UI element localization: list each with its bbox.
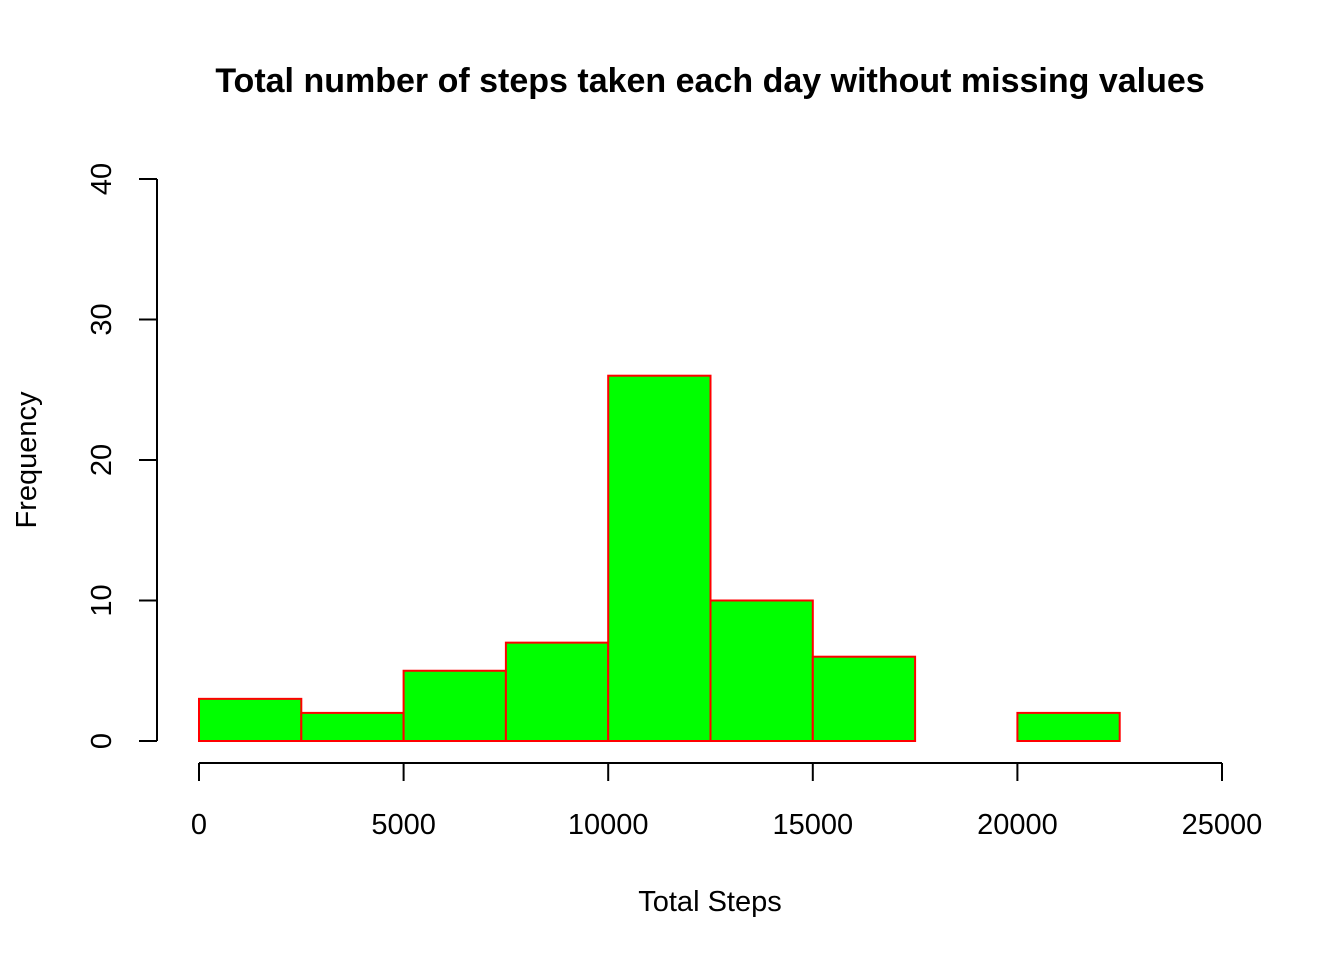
bars-group <box>198 374 1121 743</box>
chart-title: Total number of steps taken each day wit… <box>215 62 1204 100</box>
y-tick-label: 40 <box>86 163 118 195</box>
x-tick-label: 5000 <box>371 809 436 841</box>
x-tick-label: 25000 <box>1182 809 1263 841</box>
histogram-bar <box>811 655 917 743</box>
histogram-bar <box>1016 711 1121 743</box>
x-axis-title: Total Steps <box>638 886 781 918</box>
histogram-bar <box>402 669 507 742</box>
y-tick-label: 30 <box>86 303 118 335</box>
x-axis-ticks: 0 5000 10000 15000 20000 25000 <box>191 763 1262 841</box>
x-tick-label: 10000 <box>568 809 649 841</box>
y-tick-label: 0 <box>86 733 118 749</box>
x-tick-label: 20000 <box>977 809 1058 841</box>
y-axis-title: Frequency <box>11 391 43 529</box>
x-tick-label: 0 <box>191 809 207 841</box>
y-tick-label: 10 <box>86 584 118 616</box>
histogram-bar <box>300 711 405 743</box>
histogram-bar <box>198 697 303 742</box>
histogram-bar <box>709 599 814 742</box>
x-tick-label: 15000 <box>772 809 853 841</box>
y-axis-ticks: 0 10 20 30 40 <box>86 163 157 749</box>
y-tick-label: 20 <box>86 444 118 476</box>
histogram-bar <box>607 374 712 742</box>
histogram-bar <box>504 641 610 743</box>
